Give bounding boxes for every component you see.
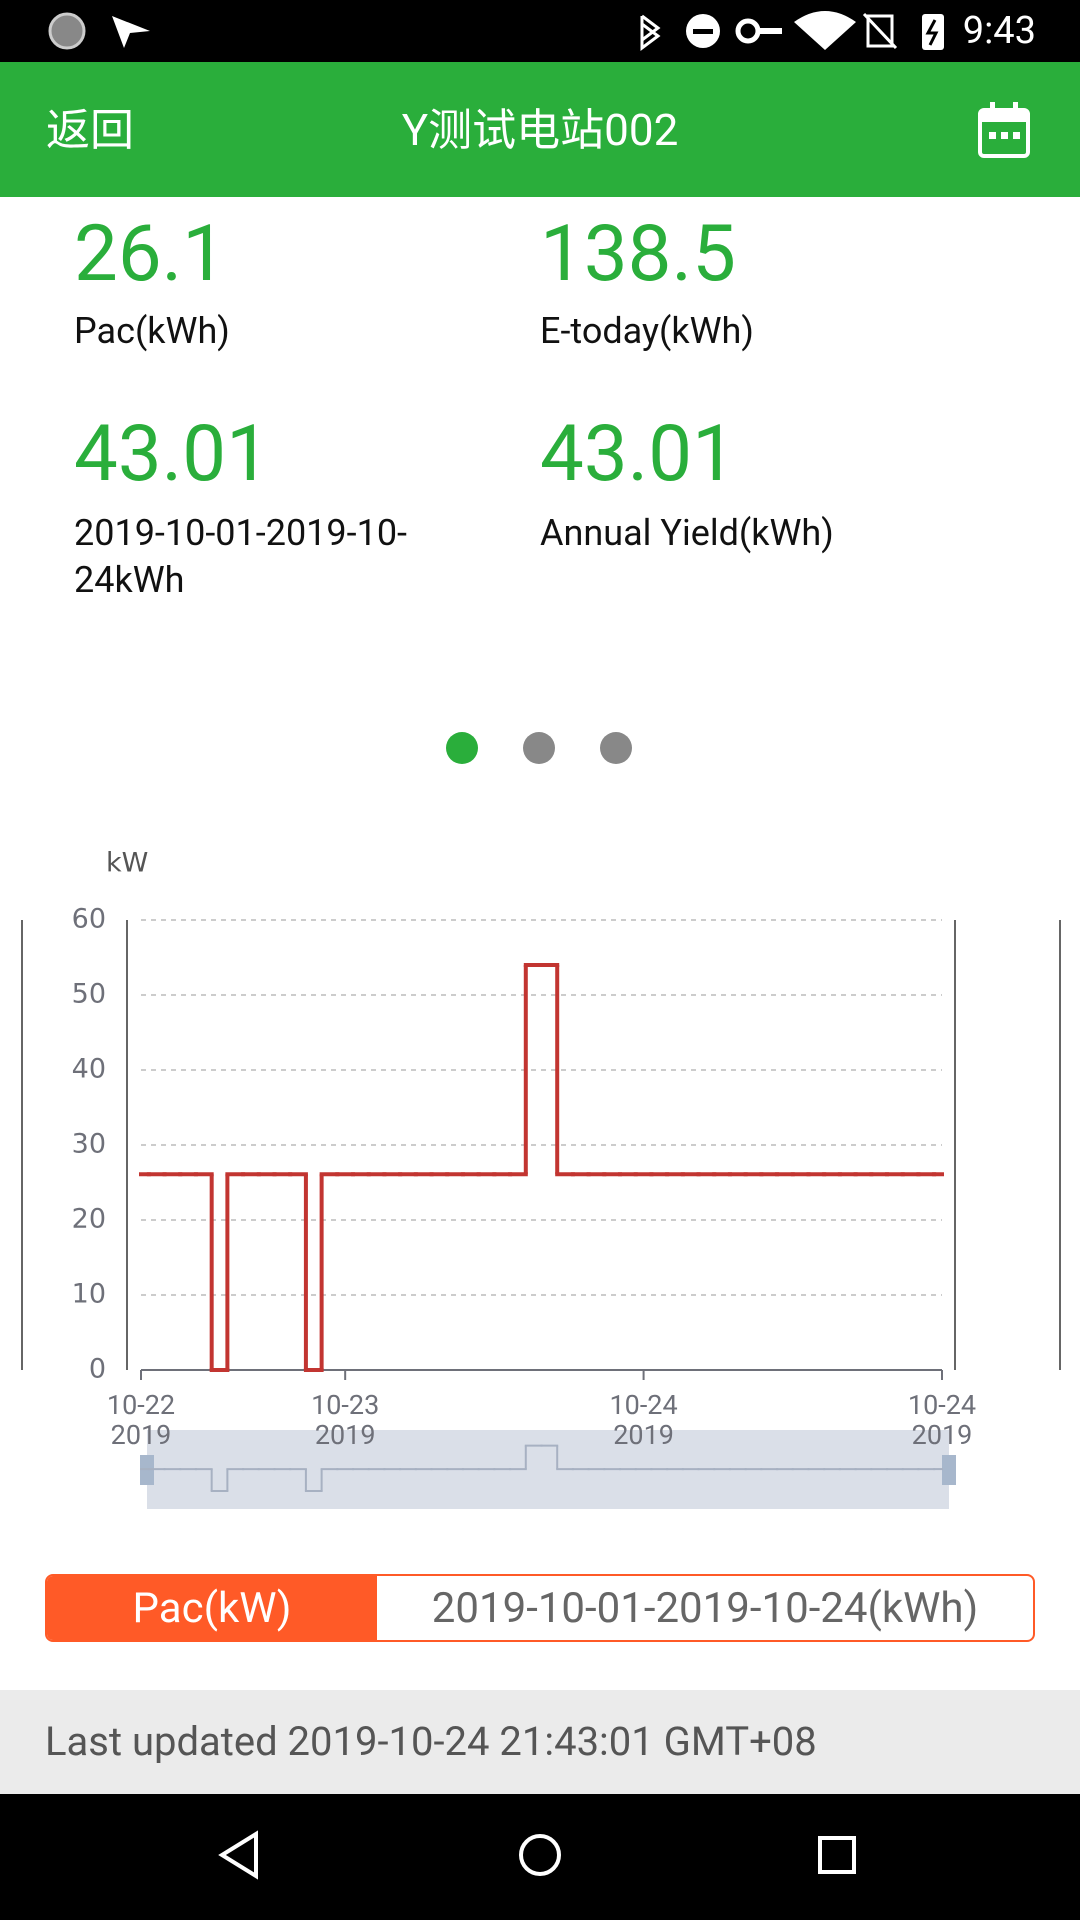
x-tick-label: 10-24 2019 [907, 1389, 977, 1451]
x-tick-label: 10-24 2019 [609, 1389, 678, 1451]
page-title: Y测试电站002 [401, 104, 679, 156]
stat-label: Pac(kWh) [74, 310, 230, 352]
y-tick-label: 50 [72, 979, 106, 1010]
y-tick-label: 60 [72, 904, 106, 935]
home-nav[interactable] [519, 1834, 561, 1876]
footer: Last updated 2019-10-24 21:43:01 GMT+08 [0, 1690, 1080, 1794]
tab[interactable]: Pac(kW) [47, 1576, 377, 1640]
stat-label: Annual Yield(kWh) [540, 512, 834, 554]
page-dot[interactable] [523, 732, 555, 764]
status-icons [48, 11, 944, 51]
y-axis-title: kW [106, 848, 148, 879]
status-bar: 9:43 [0, 0, 1080, 62]
calendar-button[interactable] [978, 102, 1030, 158]
y-tick-label: 40 [72, 1054, 106, 1085]
y-tick-label: 10 [72, 1279, 106, 1310]
stat-value: 26.1 [74, 209, 227, 300]
back-nav[interactable] [218, 1830, 258, 1880]
y-tick-label: 30 [72, 1129, 106, 1160]
page-dot[interactable] [446, 732, 478, 764]
stat-value: 138.5 [540, 209, 736, 300]
x-tick-label: 10-23 2019 [311, 1389, 380, 1451]
stat-label: E-today(kWh) [540, 310, 754, 352]
tab-bar: Pac(kW) 2019-10-01-2019-10-24(kWh) [45, 1574, 1035, 1642]
nav-buttons [218, 1830, 856, 1880]
back-button[interactable]: 返回 [46, 104, 134, 156]
chart: kW 0 10 20 30 40 50 60 [21, 848, 1061, 1509]
nav-bar [0, 1794, 1080, 1920]
line-segment-connector [209, 965, 560, 1370]
clock: 9:43 [962, 9, 1036, 53]
x-tick-label: 10-22 2019 [106, 1389, 176, 1451]
app-bar: 返回 Y测试电站002 [0, 62, 1080, 197]
last-updated: Last updated 2019-10-24 21:43:01 GMT+08 [45, 1718, 817, 1765]
tab[interactable]: 2019-10-01-2019-10-24(kWh) [431, 1583, 979, 1633]
stat-label: 2019-10-01-2019-10-24kWh [74, 512, 407, 601]
y-tick-label: 20 [72, 1204, 106, 1235]
overview-segment-connector [210, 1445, 559, 1491]
page-dot[interactable] [600, 732, 632, 764]
recents-nav[interactable] [818, 1836, 856, 1874]
stat-value: 43.01 [74, 409, 270, 500]
y-tick-label: 0 [89, 1354, 106, 1385]
stat-value: 43.01 [540, 409, 736, 500]
zoom-handle[interactable] [942, 1455, 956, 1485]
